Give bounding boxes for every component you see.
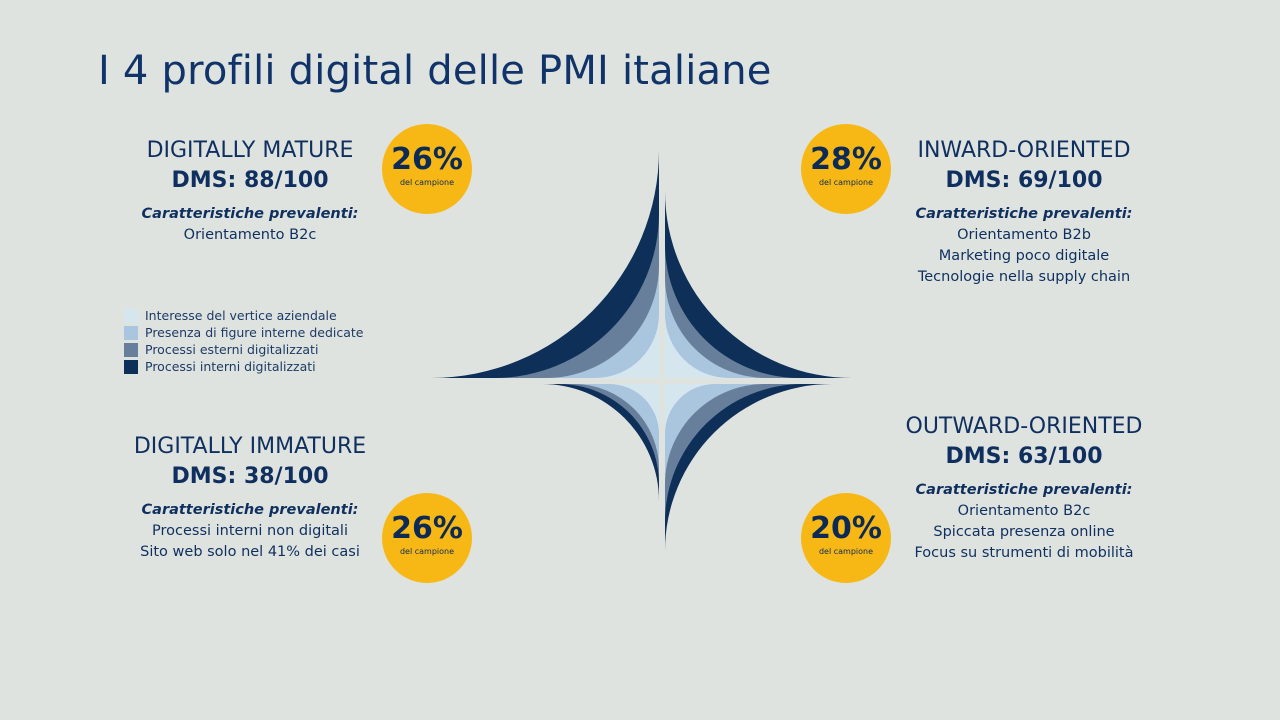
badge-mature: 26% del campione — [382, 124, 472, 214]
profile-mature-name: DIGITALLY MATURE — [146, 138, 354, 163]
profile-mature-trait: Orientamento B2c — [183, 227, 317, 243]
badge-outward-pct: 20% — [810, 511, 882, 546]
legend-label: Processi esterni digitalizzati — [145, 342, 319, 357]
quadrant-inward-ring-3 — [665, 244, 799, 378]
profile-immature-name: DIGITALLY IMMATURE — [133, 434, 367, 459]
legend: Interesse del vertice aziendale Presenza… — [124, 307, 363, 375]
legend-item: Interesse del vertice aziendale — [124, 307, 363, 324]
quadrant-outward-ring-2 — [665, 384, 765, 484]
quadrant-immature-ring-3 — [559, 384, 659, 484]
quadrant-outward-ring-4 — [665, 384, 832, 551]
profile-immature: DIGITALLY IMMATURE DMS: 38/100 Caratteri… — [120, 432, 380, 563]
quadrant-mature-ring-2 — [546, 265, 659, 378]
profile-immature-trait: Processi interni non digitali — [152, 523, 348, 539]
quadrant-inward-ring-4 — [665, 191, 852, 378]
profile-outward-name: OUTWARD-ORIENTED — [905, 414, 1143, 439]
badge-immature-sub: del campione — [399, 547, 455, 556]
profile-outward-trait: Focus su strumenti di mobilità — [914, 545, 1134, 561]
legend-item: Processi interni digitalizzati — [124, 358, 363, 375]
legend-label: Interesse del vertice aziendale — [145, 308, 337, 323]
badge-inward-pct: 28% — [810, 142, 882, 177]
quadrant-outward-ring-1 — [665, 384, 715, 434]
quadrant-mature-ring-4 — [431, 150, 659, 378]
profile-immature-dms: DMS: 38/100 — [171, 464, 329, 489]
profile-inward-trait: Orientamento B2b — [957, 227, 1091, 243]
badge-inward-sub: del campione — [818, 178, 874, 187]
legend-swatch — [124, 308, 138, 323]
quadrant-mature-ring-3 — [494, 213, 659, 378]
legend-swatch — [124, 342, 138, 357]
profile-inward: INWARD-ORIENTED DMS: 69/100 Caratteristi… — [894, 136, 1154, 288]
profile-inward-trait: Marketing poco digitale — [938, 248, 1110, 264]
badge-outward-sub: del campione — [818, 547, 874, 556]
profile-outward-trait: Orientamento B2c — [957, 503, 1091, 519]
badge-immature-pct: 26% — [391, 511, 463, 546]
quadrant-mature-ring-1 — [595, 314, 659, 378]
quadrant-immature-ring-1 — [609, 384, 659, 434]
profile-immature-trait: Sito web solo nel 41% dei casi — [140, 544, 360, 560]
badge-outward: 20% del campione — [801, 493, 891, 583]
badge-inward: 28% del campione — [801, 124, 891, 214]
profile-outward-dms: DMS: 63/100 — [945, 444, 1103, 469]
profile-inward-char-title: Caratteristiche prevalenti: — [915, 206, 1133, 222]
badge-mature-pct: 26% — [391, 142, 463, 177]
profile-mature: DIGITALLY MATURE DMS: 88/100 Caratterist… — [130, 136, 370, 246]
profile-outward-trait: Spiccata presenza online — [933, 524, 1115, 540]
legend-item: Presenza di figure interne dedicate — [124, 324, 363, 341]
profile-inward-trait: Tecnologie nella supply chain — [917, 269, 1131, 285]
profile-outward: OUTWARD-ORIENTED DMS: 63/100 Caratterist… — [889, 412, 1159, 564]
quadrant-outward-ring-3 — [665, 384, 803, 522]
legend-swatch — [124, 359, 138, 374]
quadrant-inward-ring-2 — [665, 277, 766, 378]
badge-mature-sub: del campione — [399, 178, 455, 187]
profile-outward-char-title: Caratteristiche prevalenti: — [915, 482, 1133, 498]
page-title: I 4 profili digital delle PMI italiane — [98, 48, 772, 94]
quadrant-inward-ring-1 — [665, 314, 729, 378]
profile-inward-name: INWARD-ORIENTED — [917, 138, 1131, 163]
profile-inward-dms: DMS: 69/100 — [945, 168, 1103, 193]
legend-label: Processi interni digitalizzati — [145, 359, 316, 374]
legend-label: Presenza di figure interne dedicate — [145, 325, 364, 340]
profile-mature-dms: DMS: 88/100 — [171, 168, 329, 193]
badge-immature: 26% del campione — [382, 493, 472, 583]
legend-swatch — [124, 325, 138, 340]
legend-item: Processi esterni digitalizzati — [124, 341, 363, 358]
profile-mature-char-title: Caratteristiche prevalenti: — [141, 206, 359, 222]
quadrant-immature-ring-2 — [574, 384, 659, 469]
profile-immature-char-title: Caratteristiche prevalenti: — [141, 502, 359, 518]
